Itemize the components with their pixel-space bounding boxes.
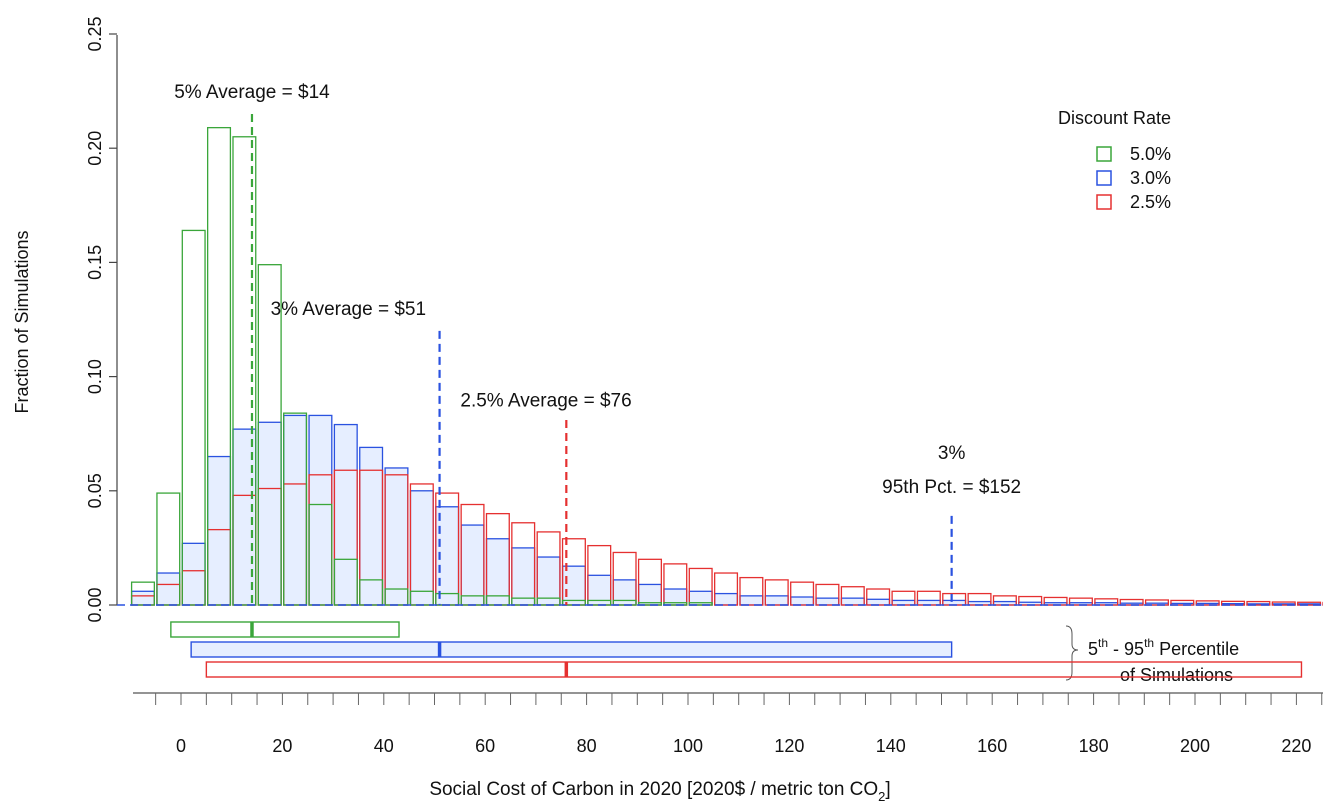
bar-30-pct xyxy=(460,524,485,606)
percentile-brace xyxy=(1065,625,1079,681)
y-tick-label: 0.10 xyxy=(85,359,105,394)
legend-entry-label: 3.0% xyxy=(1130,168,1171,188)
bar-25-pct xyxy=(1144,599,1169,606)
axes-layer: Fraction of Simulations 0.00 0.05 0.10 0.15… xyxy=(12,16,118,623)
annotation-label: 3% xyxy=(938,443,966,464)
bar-30-pct xyxy=(866,598,891,606)
x-axis: Social Cost of Carbon in 2020 [2020$ / m… xyxy=(133,692,1323,804)
bar-25-pct xyxy=(790,581,815,606)
bar-25-pct xyxy=(1246,600,1271,606)
x-tick-label: 40 xyxy=(374,736,394,756)
bar-30-pct xyxy=(206,455,232,606)
bar-50-pct xyxy=(156,492,181,606)
bar-30-pct xyxy=(485,538,510,606)
bar-30-pct xyxy=(359,446,384,606)
bar-25-pct xyxy=(1271,601,1296,606)
percentile-ranges: 5th - 95th Percentile of Simulations xyxy=(170,621,1303,685)
bars-layer xyxy=(117,126,1323,606)
bar-30-pct xyxy=(790,596,815,606)
x-tick-label: 120 xyxy=(774,736,804,756)
annotation-label: 3% Average = $51 xyxy=(271,299,426,320)
bar-30-pct xyxy=(283,414,308,606)
percentile-range-box xyxy=(205,661,1303,678)
mean-lines-layer xyxy=(250,113,953,605)
y-tick-label: 0.20 xyxy=(85,131,105,166)
bar-30-pct xyxy=(511,547,536,606)
annotation-layer: 5% Average = $14 3% Average = $51 2.5% Ave… xyxy=(174,82,1021,498)
bar-50-pct xyxy=(663,602,688,606)
x-tick-label: 220 xyxy=(1281,736,1311,756)
bar-30-pct xyxy=(181,542,206,606)
bar-30-pct xyxy=(612,579,637,606)
x-tick-label: 80 xyxy=(577,736,597,756)
bar-30-pct xyxy=(156,572,181,606)
bar-25-pct xyxy=(1297,601,1322,606)
bar-25-pct xyxy=(1170,599,1195,606)
bar-25-pct xyxy=(1195,600,1220,606)
bar-50-pct xyxy=(308,503,333,606)
bar-30-pct xyxy=(561,565,586,606)
legend-entry-label: 2.5% xyxy=(1130,192,1171,212)
y-tick-label: 0.05 xyxy=(85,473,105,508)
bar-30-pct xyxy=(409,490,434,606)
legend-swatch xyxy=(1096,170,1112,186)
percentile-range-box xyxy=(190,641,953,658)
bar-25-pct xyxy=(815,583,840,606)
bar-50-pct xyxy=(257,264,282,606)
x-tick-label: 140 xyxy=(876,736,906,756)
legend-entry-label: 5.0% xyxy=(1130,144,1171,164)
bar-30-pct xyxy=(764,595,789,606)
bar-50-pct xyxy=(232,136,257,606)
percentile-label-line1: 5th - 95th Percentile xyxy=(1088,636,1239,659)
bar-30-pct xyxy=(840,597,865,606)
bar-50-pct xyxy=(283,412,308,606)
bar-30-pct xyxy=(257,421,282,606)
bar-25-pct xyxy=(714,572,739,606)
bar-30-pct xyxy=(637,583,662,606)
annotation-label: 95th Pct. = $152 xyxy=(882,477,1021,498)
y-tick-label: 0.00 xyxy=(85,587,105,622)
legend: Discount Rate 5.0% 3.0% 2.5% xyxy=(1058,108,1171,212)
bar-25-pct xyxy=(764,579,789,606)
percentile-range-box xyxy=(170,621,400,638)
annotation-label: 5% Average = $14 xyxy=(174,82,330,103)
x-tick-label: 180 xyxy=(1079,736,1109,756)
bar-50-pct xyxy=(637,602,662,606)
bar-30-pct xyxy=(308,414,333,606)
percentile-label-line2: of Simulations xyxy=(1120,665,1233,685)
bar-30-pct xyxy=(130,590,156,606)
x-axis-label: Social Cost of Carbon in 2020 [2020$ / m… xyxy=(429,779,890,804)
bar-25-pct xyxy=(739,576,764,606)
y-tick-label: 0.15 xyxy=(85,245,105,280)
bar-25-pct xyxy=(1221,600,1246,606)
x-tick-label: 20 xyxy=(272,736,292,756)
bar-30-pct xyxy=(333,423,358,606)
annotation-label: 2.5% Average = $76 xyxy=(460,390,631,411)
x-tick-label: 200 xyxy=(1180,736,1210,756)
x-tick-label: 100 xyxy=(673,736,703,756)
bar-50-pct xyxy=(688,602,713,606)
bar-50-pct xyxy=(181,229,206,606)
bar-30-pct xyxy=(384,467,409,606)
bar-50-pct xyxy=(206,126,232,606)
y-tick-label: 0.25 xyxy=(85,16,105,51)
bar-30-pct xyxy=(739,595,764,606)
bar-50-pct xyxy=(130,581,156,606)
bar-30-pct xyxy=(714,592,739,606)
y-axis-label: Fraction of Simulations xyxy=(12,230,32,413)
x-tick-label: 0 xyxy=(176,736,186,756)
x-tick-label: 60 xyxy=(475,736,495,756)
x-tick-label: 160 xyxy=(977,736,1007,756)
legend-title: Discount Rate xyxy=(1058,108,1171,128)
legend-swatch xyxy=(1096,194,1112,210)
bar-30-pct xyxy=(815,597,840,606)
legend-swatch xyxy=(1096,146,1112,162)
